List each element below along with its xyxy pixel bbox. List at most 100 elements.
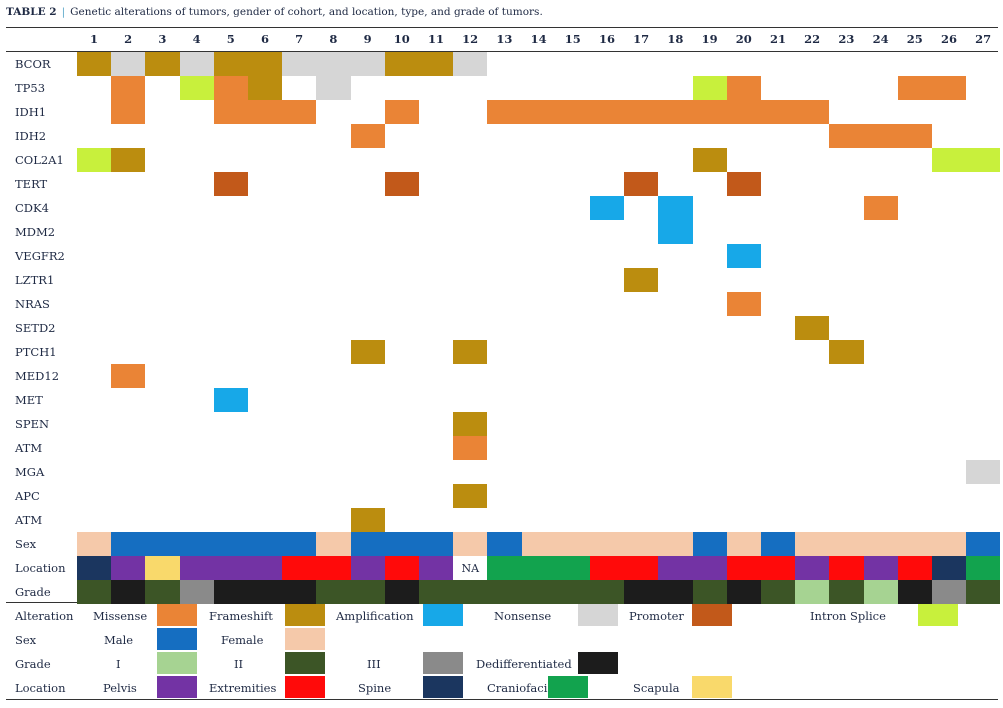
cell-tp53-intronsplice [179, 76, 214, 100]
cell-location-extremities [897, 556, 932, 580]
cell-grade-gradeii [77, 580, 112, 604]
cell-idh1-missense [384, 100, 419, 124]
legend-swatch-spine [423, 676, 463, 698]
column-header-27: 27 [975, 32, 992, 46]
row-label-vegfr2: VEGFR2 [15, 249, 65, 263]
column-header-10: 10 [393, 32, 410, 46]
cell-grade-gradeii [419, 580, 625, 604]
cell-tp53-missense [726, 76, 761, 100]
cell-sex-female [795, 532, 967, 556]
cell-grade-gradeiii [932, 580, 967, 604]
legend-label-iii: III [367, 657, 381, 671]
legend-swatch-extremities [285, 676, 325, 698]
bottom-rule [6, 699, 998, 700]
cell-tert-promoter [384, 172, 419, 196]
column-header-15: 15 [564, 32, 581, 46]
caption-separator: | [61, 6, 66, 18]
cell-tp53-frameshift [248, 76, 283, 100]
legend-label-female: Female [221, 633, 264, 647]
legend-label-dedifferentiated: Dedifferentiated [476, 657, 572, 671]
cell-idh2-missense [829, 124, 932, 148]
legend-swatch-promoter [692, 604, 732, 626]
cell-bcor-nonsense [179, 52, 214, 76]
legend-label-nonsense: Nonsense [494, 609, 552, 623]
cell-idh2-missense [350, 124, 385, 148]
cell-sex-male [692, 532, 727, 556]
cell-sex-male [487, 532, 522, 556]
cell-atm-frameshift [350, 508, 385, 532]
cell-apc-frameshift [453, 484, 488, 508]
cell-location-craniofacial [966, 556, 1001, 580]
cell-tp53-missense [897, 76, 967, 100]
column-header-19: 19 [701, 32, 718, 46]
cell-sex-male [350, 532, 454, 556]
cell-grade-gradeii [692, 580, 727, 604]
legend-label-missense: Missense [93, 609, 148, 623]
cell-grade-gradeii [829, 580, 864, 604]
cell-bcor-nonsense [111, 52, 146, 76]
cell-location-extremities [282, 556, 351, 580]
row-label-bcor: BCOR [15, 57, 51, 71]
legend-label-ii: II [234, 657, 244, 671]
row-label-idh1: IDH1 [15, 105, 47, 119]
cell-tert-promoter [213, 172, 248, 196]
column-header-26: 26 [940, 32, 957, 46]
top-rule [6, 27, 998, 28]
cell-location-pelvis [350, 556, 385, 580]
cell-tp53-missense [213, 76, 248, 100]
cell-grade-dedifferentiated [726, 580, 761, 604]
cell-spen-frameshift [453, 412, 488, 436]
cell-location-extremities [590, 556, 659, 580]
table-label: TABLE 2 [6, 6, 57, 18]
column-header-24: 24 [872, 32, 889, 46]
cell-grade-dedifferentiated [897, 580, 932, 604]
legend-title-grade: Grade [15, 657, 51, 671]
cell-location-pelvis [795, 556, 830, 580]
cell-ptch1-frameshift [350, 340, 385, 364]
legend-label-male: Male [104, 633, 134, 647]
cell-location-pelvis [179, 556, 283, 580]
column-header-11: 11 [427, 32, 444, 46]
caption-text: Genetic alterations of tumors, gender of… [70, 6, 543, 18]
cell-col2a1-frameshift [111, 148, 146, 172]
row-label-tert: TERT [15, 177, 48, 191]
column-header-25: 25 [906, 32, 923, 46]
cell-grade-gradeii [145, 580, 180, 604]
cell-sex-male [111, 532, 317, 556]
column-header-21: 21 [769, 32, 786, 46]
column-header-13: 13 [496, 32, 513, 46]
cell-bcor-frameshift [77, 52, 112, 76]
column-header-8: 8 [329, 32, 338, 46]
cell-grade-gradei [863, 580, 898, 604]
legend-label-craniofacial: Craniofacial [487, 681, 558, 695]
cell-location-extremities [384, 556, 419, 580]
cell-col2a1-intronsplice [932, 148, 1001, 172]
cell-location-extremities [829, 556, 864, 580]
cell-bcor-frameshift [213, 52, 283, 76]
legend-label-extremities: Extremities [209, 681, 277, 695]
row-label-mdm2: MDM2 [15, 225, 56, 239]
cell-location-spine [932, 556, 967, 580]
row-label-tp53: TP53 [15, 81, 46, 95]
legend-swatch-pelvis [157, 676, 197, 698]
column-header-14: 14 [530, 32, 547, 46]
cell-tert-promoter [726, 172, 761, 196]
cell-cdk4-missense [863, 196, 898, 220]
row-label-ptch1: PTCH1 [15, 345, 57, 359]
cell-location-pelvis [863, 556, 898, 580]
legend-label-i: I [116, 657, 121, 671]
cell-bcor-nonsense [282, 52, 385, 76]
column-header-23: 23 [838, 32, 855, 46]
cell-bcor-frameshift [145, 52, 180, 76]
legend-label-pelvis: Pelvis [103, 681, 137, 695]
cell-location-extremities [726, 556, 796, 580]
column-header-2: 2 [124, 32, 133, 46]
legend-swatch-amplification [423, 604, 463, 626]
column-header-18: 18 [667, 32, 684, 46]
cell-sex-female [521, 532, 693, 556]
row-label-setd2: SETD2 [15, 321, 56, 335]
legend-label-intron-splice: Intron Splice [810, 609, 886, 623]
cell-location-pelvis [419, 556, 454, 580]
legend-swatch-scapula [692, 676, 732, 698]
